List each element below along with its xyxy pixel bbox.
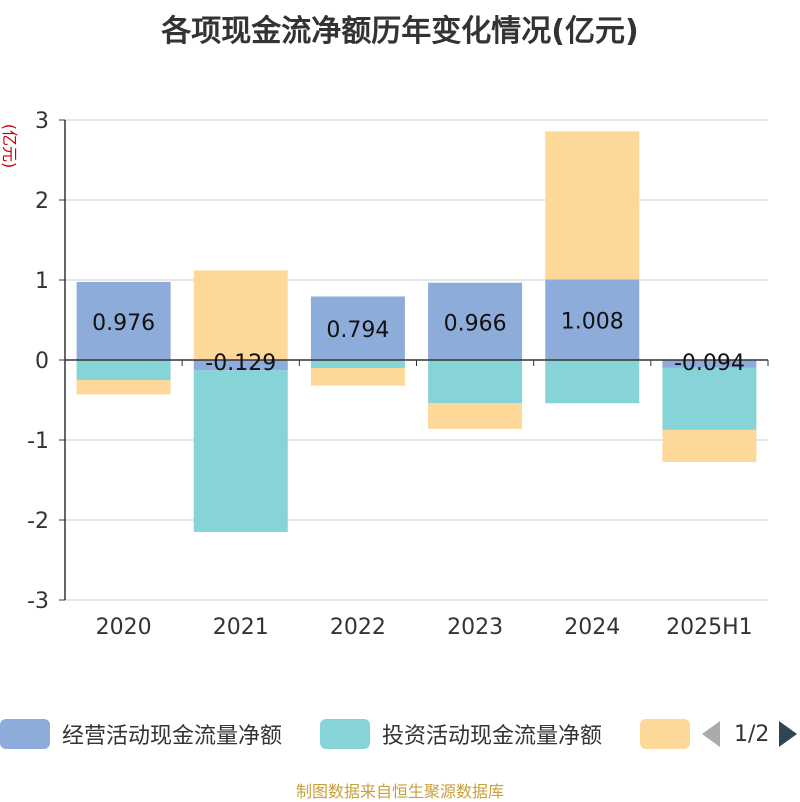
pager-next-icon[interactable]: [779, 721, 798, 747]
data-label-2021: -0.129: [205, 351, 276, 376]
x-tick-label-2022: 2022: [330, 615, 386, 640]
chart-plot: 3 2 1 0 -1 -2 -3 (亿元) 0.976 -0.129 0.794 0.966 1.008…: [0, 109, 769, 640]
y-tick-label: 0: [35, 349, 49, 374]
bar-financing-2020: [76, 380, 171, 395]
data-label-2023: 0.966: [444, 311, 507, 336]
legend-item-investing[interactable]: 投资活动现金流量净额: [320, 716, 602, 752]
legend-swatch-operating: [0, 719, 50, 749]
legend-label-operating: 经营活动现金流量净额: [62, 724, 283, 749]
pager-prev-icon[interactable]: [702, 721, 720, 747]
bar-investing-2021: [193, 370, 288, 532]
y-tick-label: 2: [35, 189, 49, 214]
bar-operating-2024: [545, 279, 640, 360]
bar-financing-2022: [310, 368, 405, 386]
chart-title: 各项现金流净额历年变化情况(亿元): [161, 14, 639, 49]
data-label-2025H1: -0.094: [674, 351, 745, 376]
y-tick-label: 1: [35, 269, 49, 294]
bar-operating-2023: [428, 282, 523, 360]
bar-operating-2021: [193, 360, 288, 371]
source-note: 制图数据来自恒生聚源数据库: [295, 782, 504, 801]
bar-financing-2023: [428, 403, 523, 429]
x-tick-label-2023: 2023: [447, 615, 503, 640]
legend-swatch-financing: [640, 719, 690, 749]
legend-label-investing: 投资活动现金流量净额: [382, 724, 603, 749]
x-tick-label-2024: 2024: [564, 615, 620, 640]
y-tick-label: -2: [27, 509, 49, 534]
legend-pager: 1/2: [700, 716, 800, 752]
bar-financing-2025H1: [662, 429, 757, 462]
legend: 经营活动现金流量净额 投资活动现金流量净额 1/2: [0, 716, 800, 752]
bar-investing-2025H1: [662, 367, 757, 430]
x-tick-label-2021: 2021: [213, 615, 269, 640]
bar-financing-2024: [545, 131, 640, 280]
legend-item-financing[interactable]: [640, 716, 690, 752]
y-tick-label: 3: [35, 109, 49, 134]
bar-investing-2023: [428, 360, 523, 404]
data-label-2022: 0.794: [326, 318, 389, 343]
bar-investing-2020: [76, 360, 171, 380]
pager-page-indicator: 1/2: [734, 721, 770, 747]
x-tick-label-2020: 2020: [96, 615, 152, 640]
y-tick-label: -1: [27, 429, 49, 454]
bar-investing-2022: [310, 360, 405, 368]
bar-investing-2024: [545, 360, 640, 404]
bar-operating-2022: [310, 296, 405, 360]
bar-operating-2025H1: [662, 360, 757, 368]
data-label-2020: 0.976: [92, 311, 155, 336]
legend-item-operating[interactable]: 经营活动现金流量净额: [0, 716, 282, 752]
bar-financing-2021: [193, 270, 288, 360]
y-tick-label: -3: [27, 589, 49, 614]
data-label-2024: 1.008: [561, 310, 624, 335]
x-tick-label-2025H1: 2025H1: [666, 615, 753, 640]
bar-operating-2020: [76, 281, 171, 360]
legend-swatch-investing: [320, 719, 370, 749]
y-axis-label: (亿元): [0, 124, 19, 169]
